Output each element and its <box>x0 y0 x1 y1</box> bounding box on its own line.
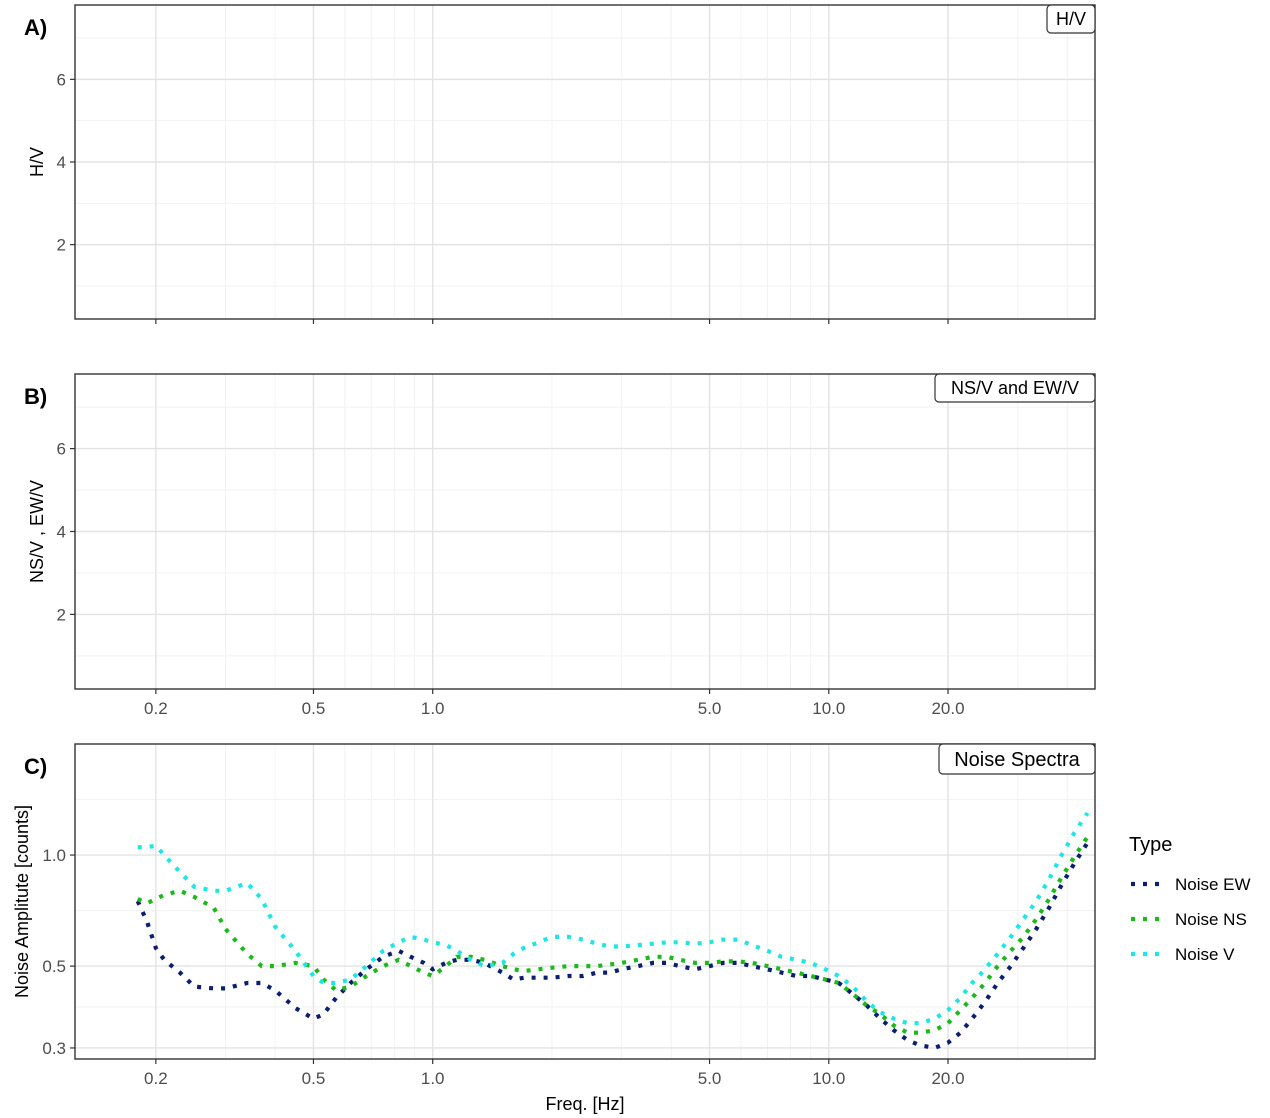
panel-c: 0.3 0.5 1.0 0.2 0.5 1.0 5.0 10.0 20.0 Noise Spect… <box>12 743 1096 1114</box>
x-tick-label: 5.0 <box>698 699 722 718</box>
y-axis-label: Noise Amplitute [counts] <box>12 805 32 998</box>
x-tick-label: 5.0 <box>698 1069 722 1088</box>
y-tick-label: 4 <box>57 153 66 172</box>
panel-label: A) <box>24 15 47 40</box>
x-tick-label: 0.2 <box>144 1069 168 1088</box>
x-tick-label: 0.2 <box>144 699 168 718</box>
x-tick-label: 10.0 <box>812 1069 845 1088</box>
legend-label: Noise EW <box>1175 875 1251 894</box>
panel-label: B) <box>24 384 47 409</box>
panel-label: C) <box>24 754 47 779</box>
x-tick-label: 20.0 <box>931 699 964 718</box>
x-tick-label: 0.5 <box>302 1069 326 1088</box>
y-tick-label: 1.0 <box>42 846 66 865</box>
x-axis-label: Freq. [Hz] <box>545 1094 624 1114</box>
strip-label: H/V <box>1056 9 1086 29</box>
series-line-noise-ew <box>135 841 1090 1051</box>
series-line-noise-v <box>137 811 1090 1026</box>
panel-a: 2 4 6 H/V A) H/V <box>24 4 1096 324</box>
strip-label-box <box>938 743 1096 775</box>
x-tick-label: 1.0 <box>421 699 445 718</box>
x-tick-label: 10.0 <box>812 699 845 718</box>
panel-b: 2 4 6 0.2 0.5 1.0 5.0 10.0 20.0 NS/V and EW/V B) NS… <box>24 373 1096 718</box>
y-axis-label: H/V <box>27 147 47 177</box>
y-tick-label: 6 <box>57 440 66 459</box>
y-axis-label: NS/V , EW/V <box>27 480 47 583</box>
panel-border <box>74 4 1096 320</box>
y-tick-label: 0.5 <box>42 957 66 976</box>
strip-label-box <box>934 373 1096 403</box>
legend-label: Noise V <box>1175 945 1235 964</box>
y-tick-label: 0.3 <box>42 1039 66 1058</box>
x-tick-label: 1.0 <box>421 1069 445 1088</box>
y-tick-label: 2 <box>57 236 66 255</box>
strip-label: Noise Spectra <box>954 749 1080 771</box>
y-tick-label: 6 <box>57 70 66 89</box>
legend-label: Noise NS <box>1175 910 1247 929</box>
y-tick-label: 4 <box>57 523 66 542</box>
panel-border <box>74 743 1096 1060</box>
strip-label-box <box>1046 4 1096 34</box>
x-tick-label: 20.0 <box>931 1069 964 1088</box>
y-tick-label: 2 <box>57 605 66 624</box>
strip-label: NS/V and EW/V <box>951 378 1079 398</box>
x-tick-label: 0.5 <box>302 699 326 718</box>
legend-title: Type <box>1129 834 1172 856</box>
panel-border <box>74 373 1096 690</box>
